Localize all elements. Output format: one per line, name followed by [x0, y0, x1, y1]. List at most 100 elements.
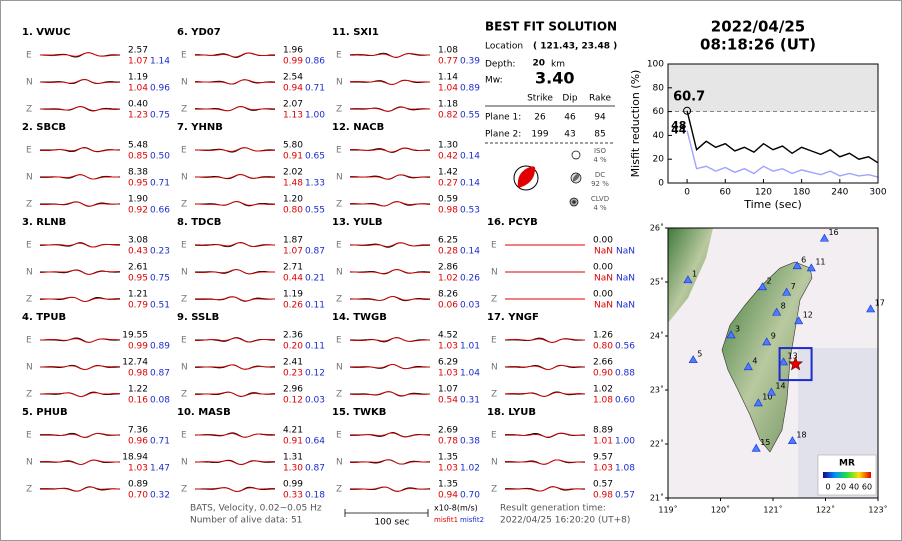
- misfit2: 0.14: [460, 152, 480, 162]
- y-tick-label: 40: [653, 131, 665, 141]
- scale-label: 100 sec: [374, 518, 409, 528]
- waveform-synthetic: [194, 52, 275, 58]
- component: N: [491, 458, 498, 468]
- waveform-synthetic: [350, 459, 431, 465]
- component: N: [26, 363, 33, 373]
- waveform-synthetic: [195, 337, 275, 343]
- waveform-synthetic: [39, 201, 121, 207]
- misfit2: 0.87: [305, 247, 325, 257]
- station-marker: [787, 436, 797, 445]
- component: N: [336, 173, 343, 183]
- misfit1-key: misfit1: [434, 516, 458, 524]
- component: E: [181, 51, 187, 61]
- location: ( 121.43, 23.48 ): [533, 42, 617, 52]
- waveform-synthetic: [350, 147, 431, 153]
- misfit2: 0.89: [460, 84, 480, 94]
- waveform-synthetic: [349, 296, 431, 301]
- component: E: [26, 51, 32, 61]
- component: Z: [26, 485, 32, 495]
- amplitude: 1.08: [438, 46, 458, 56]
- misfit1: 0.90: [593, 369, 613, 379]
- amplitude: 1.02: [593, 385, 613, 395]
- waveform-synthetic: [39, 432, 121, 438]
- misfit1: 0.79: [128, 301, 148, 311]
- column-header: Dip: [562, 94, 577, 104]
- amplitude: 1.20: [283, 195, 303, 205]
- misfit1: 0.98: [128, 369, 148, 379]
- station-title: 3. RLNB: [22, 217, 66, 228]
- amplitude: 8.38: [128, 168, 148, 178]
- amplitude: 0.57: [593, 480, 613, 490]
- waveform-synthetic: [39, 338, 120, 343]
- misfit1: 0.42: [438, 152, 458, 162]
- solution-panel: BEST FIT SOLUTION Location ( 121.43, 23.…: [485, 20, 617, 207]
- station-label: 18: [796, 430, 806, 439]
- footer: BATS, Velocity, 0.02~0.05 Hz Number of a…: [190, 504, 630, 528]
- component: Z: [181, 105, 187, 115]
- waveform-synthetic: [194, 106, 276, 112]
- misfit1: 0.28: [438, 247, 458, 257]
- amplitude: 1.35: [438, 480, 458, 490]
- station-title: 15. TWKB: [332, 407, 386, 418]
- location-label: Location: [485, 42, 523, 52]
- station-marker: [819, 233, 829, 242]
- component: Z: [181, 485, 187, 495]
- amplitude: 8.26: [438, 290, 458, 300]
- waveform-observed: [350, 337, 431, 343]
- misfit2: 1.33: [305, 179, 325, 189]
- misfit2: 0.39: [460, 57, 480, 67]
- station-marker: [743, 362, 753, 371]
- misfit2: 1.00: [615, 437, 635, 447]
- x-tick-label: 300: [869, 188, 886, 198]
- component: E: [491, 336, 497, 346]
- misfit2: 0.88: [615, 369, 635, 379]
- component: E: [336, 51, 342, 61]
- map-x-tick-label: 121˚: [763, 505, 782, 515]
- misfit2: 0.71: [305, 84, 325, 94]
- misfit2-key: misfit2: [460, 516, 484, 524]
- misfit1: 1.30: [283, 464, 303, 474]
- station-label: 10: [762, 392, 772, 401]
- waveform-synthetic: [39, 174, 121, 180]
- station-marker: [753, 398, 763, 407]
- station-marker: [762, 337, 772, 346]
- colorbar: [823, 472, 871, 478]
- misfit1: 0.20: [283, 342, 303, 352]
- amplitude: 1.30: [438, 141, 458, 151]
- series-line: [686, 110, 879, 164]
- misfit2: 1.01: [460, 342, 480, 352]
- amplitude: 2.71: [283, 263, 303, 273]
- amplitude: 1.26: [593, 331, 613, 341]
- misfit2: 0.14: [460, 247, 480, 257]
- amplitude: 1.14: [438, 73, 458, 83]
- component: E: [336, 431, 342, 441]
- units: x10-8(m/s): [434, 504, 478, 513]
- misfit1: 1.03: [593, 464, 613, 474]
- misfit2: 0.03: [460, 301, 480, 311]
- shaded-region: [668, 64, 878, 112]
- misfit1: 0.82: [438, 111, 458, 121]
- misfit1: 1.02: [438, 274, 458, 284]
- component: Z: [26, 105, 32, 115]
- misfit2: 0.31: [460, 396, 480, 406]
- station-label: 3: [735, 324, 740, 333]
- amplitude: 2.86: [438, 263, 458, 273]
- misfit2: 1.04: [460, 369, 480, 379]
- waveform-synthetic: [349, 269, 430, 274]
- component: E: [181, 146, 187, 156]
- station-marker: [766, 387, 776, 396]
- amplitude: 0.00: [593, 290, 613, 300]
- station-title: 14. TWGB: [332, 312, 387, 323]
- misfit2: 0.14: [460, 179, 480, 189]
- y-axis-label: Misfit reduction (%): [629, 70, 642, 178]
- component: E: [336, 241, 342, 251]
- station-marker: [772, 307, 782, 316]
- component: N: [181, 173, 188, 183]
- time: 08:18:26 (UT): [700, 36, 816, 54]
- component: E: [491, 241, 497, 251]
- depth-label: Depth:: [485, 60, 515, 70]
- station-title: 9. SSLB: [177, 312, 219, 323]
- waveform-synthetic: [39, 392, 121, 397]
- iso-icon: [571, 150, 581, 160]
- waveform-synthetic: [194, 79, 276, 85]
